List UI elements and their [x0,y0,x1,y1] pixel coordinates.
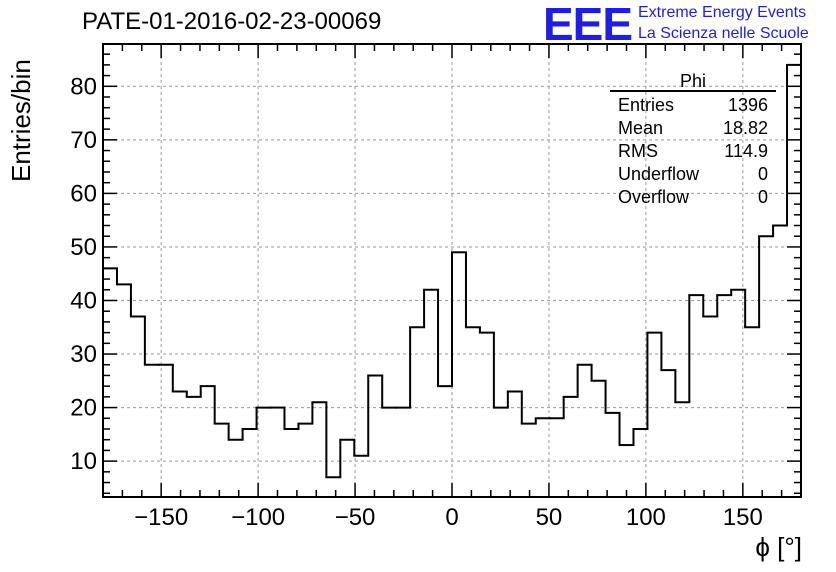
y-tick-label: 10 [70,448,97,475]
stats-label: Mean [618,118,664,138]
y-tick-label: 70 [70,127,97,154]
stats-label: RMS [618,141,658,161]
x-tick-label: 50 [536,504,563,531]
logo-text-line2: La Scienza nelle Scuole [638,25,809,42]
stats-value: 0 [757,164,768,184]
logo-text-line1: Extreme Energy Events [638,4,807,21]
y-tick-label: 50 [70,234,97,261]
stats-value: 1396 [727,95,768,115]
x-tick-label: 100 [626,504,666,531]
stats-row-mean: Mean 18.82 [610,117,776,140]
stats-divider [610,90,776,92]
y-tick-label: 40 [70,287,97,314]
tick-labels: −150 −100 −50 0 50 100 150 10 20 30 40 50 60 70 80 [70,73,763,531]
eee-logo: EEE [543,0,633,50]
x-tick-label: 150 [723,504,763,531]
stats-label: Entries [618,95,675,115]
x-axis-label: ϕ [°] [755,532,802,562]
y-tick-label: 80 [70,73,97,100]
histogram-bars [102,63,802,479]
stats-row-entries: Entries 1396 [610,94,776,117]
chart-title: PATE-01-2016-02-23-00069 [82,8,382,35]
axis-ticks [102,44,802,497]
x-tick-label: −100 [231,504,285,531]
stats-label: Overflow [618,187,690,207]
y-tick-label: 20 [70,395,97,422]
stats-histogram-name: Phi [679,71,706,91]
stats-box: Phi Entries 1396 Mean 18.82 RMS 114.9 Un… [610,72,776,209]
stats-value: 0 [757,187,768,207]
y-tick-label: 60 [70,180,97,207]
stats-row-overflow: Overflow 0 [610,186,776,209]
x-tick-label: −150 [134,504,188,531]
stats-row-underflow: Underflow 0 [610,163,776,186]
x-tick-label: −50 [335,504,376,531]
stats-label: Underflow [618,164,700,184]
y-axis-label: Entries/bin [6,59,36,182]
stats-value: 18.82 [722,118,768,138]
stats-row-rms: RMS 114.9 [610,140,776,163]
y-tick-label: 30 [70,341,97,368]
x-tick-label: 0 [445,504,458,531]
stats-value: 114.9 [724,141,768,161]
